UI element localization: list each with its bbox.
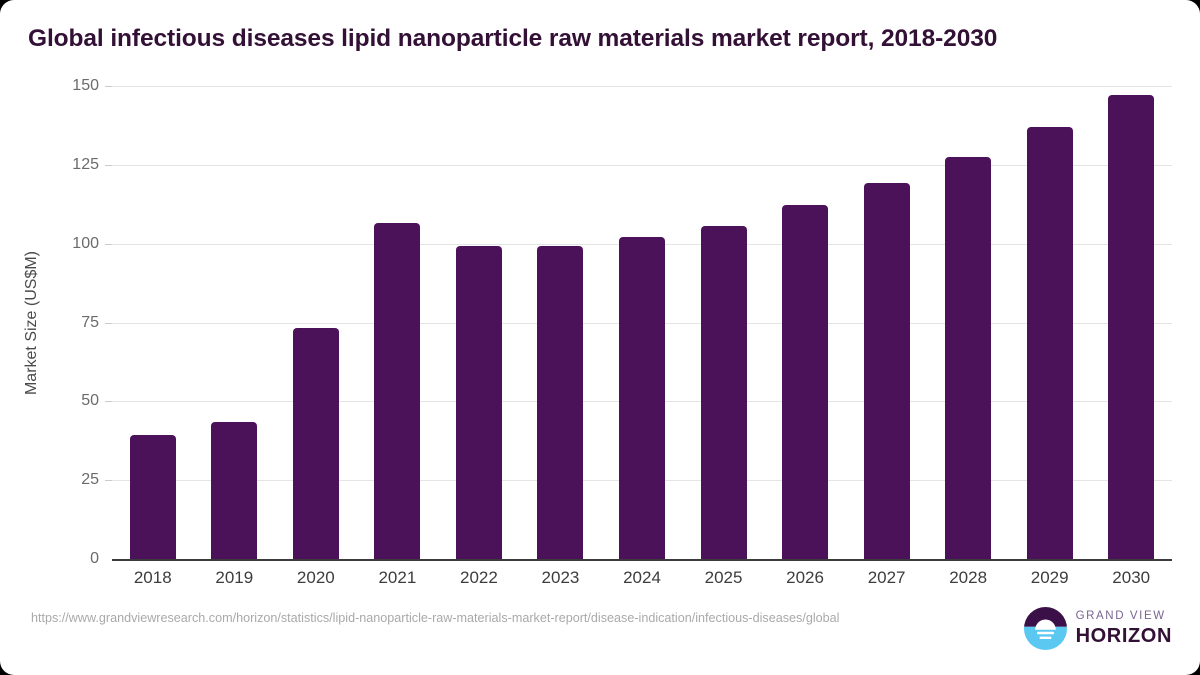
chart-plot-area: Market Size (US$M) 0 25 50 75 100 125 150 2018… — [0, 77, 1200, 587]
x-tick-label: 2022 — [460, 568, 498, 587]
gridline — [112, 86, 1172, 87]
x-tick-label: 2021 — [378, 568, 417, 587]
y-tick-mark — [105, 164, 112, 166]
x-axis-line — [112, 559, 1172, 561]
x-tick-label: 2028 — [949, 568, 988, 587]
y-tick-mark — [105, 401, 112, 403]
x-tick-label: 2023 — [541, 568, 580, 587]
x-axis-tick-labels: 2018 2019 2020 2021 2022 2023 2024 2025 2026 2027… — [112, 568, 1172, 594]
x-tick-label: 2026 — [786, 568, 824, 587]
y-tick-label: 150 — [72, 77, 99, 94]
y-tick-mark — [105, 86, 112, 87]
y-tick-label: 100 — [72, 234, 99, 252]
y-axis-tick-labels: 0 25 50 75 100 125 150 — [0, 77, 112, 567]
bar[interactable] — [618, 237, 666, 559]
logo-line-2: HORIZON — [1075, 624, 1172, 647]
chart-footer: https://www.grandviewresearch.com/horizo… — [0, 603, 1200, 675]
grid-area — [105, 86, 1172, 561]
bar[interactable] — [1026, 127, 1073, 559]
x-tick-label: 2019 — [215, 568, 254, 587]
bar[interactable] — [455, 246, 502, 559]
x-tick-label: 2030 — [1112, 568, 1151, 587]
logo-wordmark: GRAND VIEW HORIZON — [1076, 611, 1172, 646]
bar[interactable] — [537, 246, 584, 559]
grand-view-horizon-logo[interactable]: GRAND VIEW HORIZON — [1023, 607, 1172, 650]
x-tick-label: 2020 — [296, 568, 335, 587]
y-tick-mark — [105, 322, 112, 324]
x-tick-label: 2025 — [704, 568, 743, 587]
y-tick-mark — [105, 243, 112, 245]
bar[interactable] — [129, 435, 176, 559]
y-tick-label: 50 — [81, 392, 99, 410]
x-tick-label: 2027 — [867, 568, 906, 587]
y-tick-label: 75 — [81, 313, 99, 331]
bar[interactable] — [700, 226, 747, 559]
bar[interactable] — [374, 222, 421, 559]
bar[interactable] — [863, 182, 910, 559]
logo-line-1: GRAND VIEW — [1075, 610, 1166, 623]
bar[interactable] — [1108, 94, 1155, 559]
y-tick-label: 125 — [72, 155, 99, 173]
horizon-sunset-logo-icon — [1023, 607, 1067, 650]
bar[interactable] — [782, 205, 829, 559]
page-title: Global infectious diseases lipid nanopar… — [28, 25, 998, 52]
bar-series — [112, 86, 1172, 559]
x-tick-label: 2018 — [133, 568, 172, 587]
bar[interactable] — [292, 327, 339, 559]
y-tick-label: 25 — [81, 471, 99, 489]
y-tick-mark — [105, 480, 112, 482]
x-tick-label: 2029 — [1030, 568, 1069, 587]
bar[interactable] — [945, 157, 992, 559]
gridline — [112, 164, 1172, 166]
bar[interactable] — [211, 421, 258, 559]
source-url[interactable]: https://www.grandviewresearch.com/horizo… — [31, 611, 840, 625]
x-tick-label: 2024 — [623, 568, 661, 587]
y-tick-label: 0 — [90, 550, 99, 567]
